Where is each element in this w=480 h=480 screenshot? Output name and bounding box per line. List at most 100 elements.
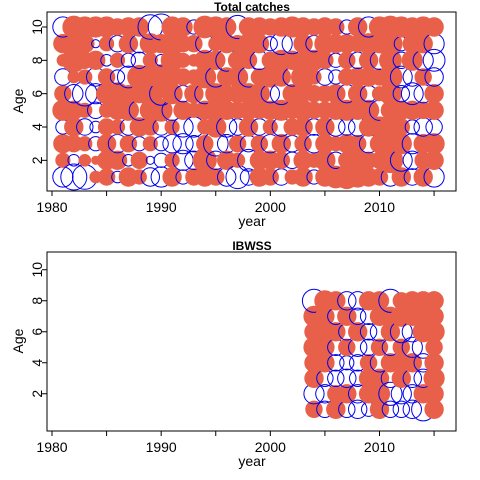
bubble-positive (413, 167, 433, 187)
bubble-positive (97, 168, 116, 186)
y-tick-label: 4 (29, 123, 45, 131)
bubble-negative (381, 400, 400, 418)
bubble-positive (249, 34, 270, 54)
bubble-positive (117, 99, 139, 121)
bubble-negative (425, 118, 443, 136)
bubble-positive (326, 291, 346, 311)
bubble-negative (60, 163, 88, 191)
bubble-negative (337, 291, 357, 311)
bubble-positive (369, 368, 390, 388)
bubble-layer (301, 288, 445, 422)
bubble-positive (130, 151, 149, 170)
bubble-positive (173, 17, 193, 37)
bubble-positive (239, 51, 258, 69)
bubble-negative (327, 354, 345, 372)
x-tick-label: 1990 (146, 439, 177, 455)
bubble-negative (349, 307, 367, 325)
bubble-negative (337, 368, 357, 388)
y-tick-label: 10 (29, 19, 45, 35)
bubble-negative (401, 336, 423, 358)
x-tick-label: 1990 (146, 199, 177, 215)
x-axis-title: year (238, 453, 266, 469)
y-tick-label: 2 (29, 390, 45, 398)
bubble-layer (52, 13, 446, 191)
y-axis: 2 4 6 8 10 (29, 19, 47, 164)
bubble-positive (196, 135, 214, 153)
y-axis-title: Age (10, 328, 26, 353)
bubble-negative (378, 381, 403, 406)
bubble-positive (107, 150, 128, 171)
panel-ibwss: IBWSS 1980 1990 2000 2010 2 4 6 8 10 year Age (10, 239, 457, 469)
y-tick-label: 10 (29, 262, 45, 278)
bubble-positive (164, 152, 180, 168)
panel-title: Total catches (214, 0, 290, 14)
bubble-positive (390, 133, 412, 155)
y-axis-title: Age (10, 88, 26, 113)
bubble-positive (162, 167, 182, 187)
bubble-positive (142, 136, 158, 152)
y-tick-label: 6 (29, 90, 45, 98)
x-axis: 1980 1990 2000 2010 (36, 191, 435, 215)
bubble-positive (217, 17, 237, 37)
bubble-negative (348, 399, 368, 419)
y-tick-label: 8 (29, 297, 45, 305)
bubble-positive (109, 52, 126, 68)
bubble-positive (294, 135, 312, 153)
bubble-negative (109, 69, 126, 85)
x-tick-label: 2010 (364, 439, 395, 455)
y-tick-label: 4 (29, 359, 45, 367)
x-axis-title: year (238, 213, 266, 229)
bubble-positive (262, 119, 278, 135)
x-tick-label: 2000 (255, 199, 286, 215)
bubble-positive (78, 154, 92, 167)
plot-frame (46, 251, 457, 432)
bubble-negative (392, 85, 410, 103)
bubble-positive (414, 68, 432, 86)
bubble-positive (326, 84, 346, 104)
bubble-positive (423, 133, 445, 155)
bubble-positive (77, 136, 93, 152)
bubble-positive (97, 68, 116, 86)
bubble-positive (119, 135, 138, 153)
y-tick-label: 8 (29, 56, 45, 64)
bubble-positive (337, 384, 357, 404)
bubble-positive (424, 100, 444, 121)
bubble-positive (86, 50, 106, 70)
bubble-negative (422, 48, 446, 72)
bubble-positive (293, 167, 313, 187)
bubble-positive (402, 353, 422, 373)
bubble-negative (327, 369, 345, 387)
bubble-positive (118, 34, 139, 54)
plot-frame (46, 11, 457, 192)
x-tick-label: 2000 (255, 439, 286, 455)
bubble-positive (207, 168, 225, 186)
bubble-positive (424, 17, 444, 37)
x-axis: 1980 1990 2000 2010 (36, 431, 435, 455)
panel-title: IBWSS (232, 239, 271, 253)
bubble-negative (172, 133, 194, 155)
bubble-positive (358, 99, 380, 121)
bubble-negative (392, 400, 410, 418)
bubble-positive (349, 135, 367, 153)
y-tick-label: 2 (29, 156, 45, 164)
bubble-positive (149, 98, 173, 122)
bubble-positive (369, 291, 390, 311)
bubble-positive (250, 135, 269, 153)
x-tick-label: 1980 (36, 439, 67, 455)
bubble-positive (316, 51, 334, 69)
y-tick-label: 6 (29, 328, 45, 336)
panel-total-catches: Total catches 1980 1990 2000 2010 2 4 6 8 10 ye… (10, 0, 457, 229)
bubble-positive (392, 118, 410, 136)
bubble-positive (424, 353, 444, 373)
bubble-negative (140, 167, 161, 187)
bubble-positive (315, 117, 335, 137)
bubble-negative (389, 65, 413, 89)
bubble-positive (359, 354, 378, 372)
bubble-positive (338, 338, 356, 356)
bubble-negative (424, 67, 444, 87)
bubble-positive (424, 291, 444, 311)
bubble-negative (64, 84, 84, 104)
bubble-negative (262, 36, 278, 52)
bubble-negative (400, 82, 424, 106)
